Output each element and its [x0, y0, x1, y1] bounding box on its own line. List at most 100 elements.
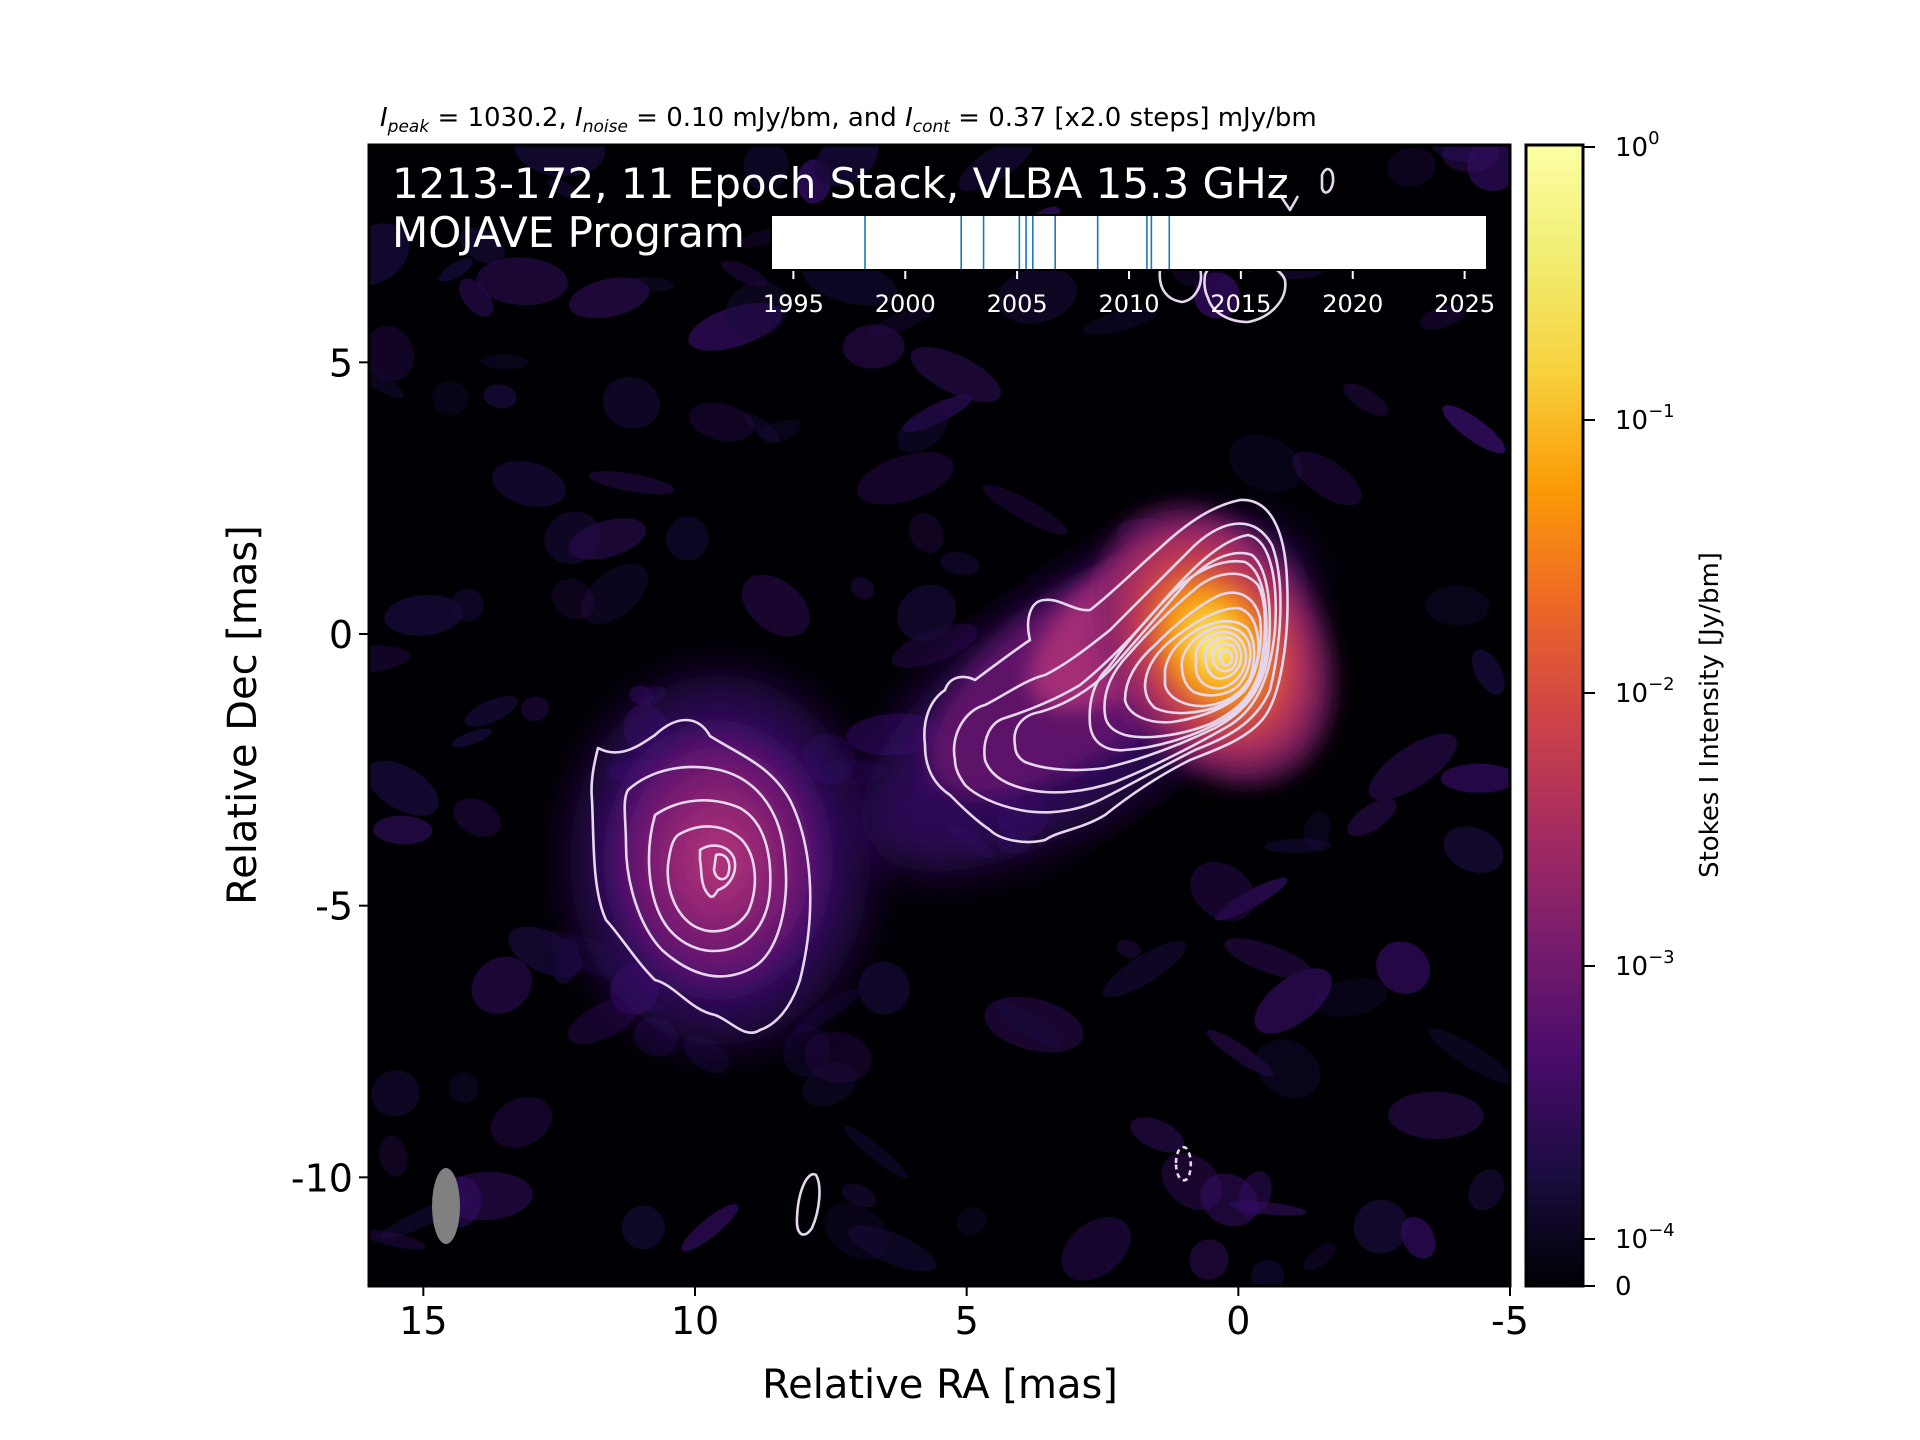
epoch-tick-label: 2020 [1322, 290, 1383, 318]
noise-patch [1429, 145, 1477, 163]
noise-patch [460, 227, 505, 264]
noise-patch [373, 815, 433, 845]
y-tick-label: -5 [315, 885, 353, 929]
noise-patch [1442, 405, 1506, 454]
noise-patch [1238, 1171, 1272, 1217]
noise-patch [602, 377, 661, 429]
colorbar-tick-label: 10−2 [1615, 674, 1675, 709]
noise-patch [384, 594, 463, 636]
noise-patch [1189, 1239, 1229, 1280]
x-axis-label: Relative RA [mas] [762, 1362, 1118, 1408]
core-contour-2 [1123, 591, 1263, 724]
colorbar-tick-label: 10−1 [1615, 401, 1675, 436]
jet-contour-2 [952, 522, 1282, 814]
intensity-map: 1213-172, 11 Epoch Stack, VLBA 15.3 GHz … [369, 145, 1510, 1286]
noise-patch [459, 278, 494, 317]
noise-patch [568, 277, 650, 319]
noise-patch [1082, 307, 1159, 335]
noise-patch [483, 384, 517, 409]
noise-patch [982, 484, 1069, 536]
noise-patch [956, 1206, 987, 1236]
noise-patch [997, 267, 1077, 324]
noise-patch [688, 302, 783, 351]
noise-patch [369, 356, 404, 399]
noise-patch [858, 961, 910, 1015]
x-tick-label: 5 [955, 1299, 979, 1343]
noise-patch [824, 1202, 889, 1260]
noise-patch [814, 145, 879, 187]
noise-patch [479, 354, 529, 370]
epoch-tick-label: 2015 [1210, 290, 1271, 318]
noise-patch [843, 1125, 908, 1179]
y-axis: 5 0 -5 -10 [291, 341, 369, 1200]
top-contour-3 [1320, 167, 1335, 194]
noise-patch [1254, 968, 1332, 1034]
noise-patch [1102, 940, 1187, 998]
core-emission [1093, 504, 1336, 787]
source-annotation: 1213-172, 11 Epoch Stack, VLBA 15.3 GHz [392, 159, 1289, 208]
noise-patch [1468, 1169, 1505, 1211]
noise-patch [369, 645, 410, 673]
lobe-contour-3 [647, 799, 772, 953]
noise-patch [514, 145, 606, 177]
noise-patch [1388, 1091, 1484, 1140]
x-tick-label: -5 [1491, 1299, 1529, 1343]
noise-patch [438, 1171, 533, 1221]
noise-patch [1313, 978, 1388, 1018]
noise-patch [1224, 938, 1314, 980]
noise-patch [666, 516, 709, 561]
noise-patch [1250, 1259, 1284, 1286]
noise-patch [547, 178, 576, 197]
noise-patch [448, 1072, 479, 1103]
epoch-tick-label: 1995 [763, 290, 824, 318]
y-tick-label: 5 [329, 341, 353, 385]
noise-patch [743, 145, 789, 191]
noise-patch [897, 584, 957, 642]
noise-patch [1229, 1201, 1307, 1216]
lobe-contour-2 [623, 765, 788, 978]
noise-patch [744, 413, 780, 443]
noise-patch [1467, 145, 1510, 191]
noise-patch [897, 409, 948, 453]
noise-patch [623, 276, 674, 292]
epoch-tick-label: 2005 [987, 290, 1048, 318]
lobe-contour-6 [712, 853, 731, 881]
program-annotation: MOJAVE Program [392, 208, 745, 257]
colorbar-tick-label: 100 [1615, 128, 1660, 163]
colorbar-tick-label: 0 [1615, 1272, 1632, 1302]
colorbar-label: Stokes I Intensity [Jy/bm] [1695, 552, 1725, 878]
noise-patch [568, 518, 647, 560]
beam-ellipse [432, 1168, 460, 1244]
noise-patch [551, 578, 596, 620]
epoch-inset-ticks: 1995 2000 2005 2010 2015 2020 2025 [763, 271, 1495, 318]
noise-patch [471, 956, 533, 1014]
noise-patch [759, 419, 801, 443]
core-contour-6 [1194, 630, 1248, 690]
noise-patch [1400, 1216, 1436, 1259]
noise-patch [902, 394, 974, 433]
noise-patch [1429, 1028, 1510, 1084]
noise-patch [568, 998, 639, 1044]
noise-patch [379, 1135, 408, 1177]
noise-patch [369, 325, 415, 381]
noise-patch [857, 452, 954, 505]
noise-patch [588, 471, 675, 495]
noise-patch [783, 1025, 830, 1077]
noise-patch [1419, 304, 1466, 330]
noise-patch [689, 402, 754, 442]
noise-patch [795, 988, 860, 1033]
noise-patch [910, 346, 1002, 403]
colorbar-tick-label: 10−4 [1615, 1220, 1675, 1255]
noise-patch [741, 574, 810, 637]
epoch-tick-label: 2010 [1098, 290, 1159, 318]
noise-patch [621, 1205, 666, 1250]
jet-contour-3 [983, 533, 1277, 794]
noise-patch [1443, 826, 1504, 874]
noise-patch [451, 728, 493, 748]
noise-patch [848, 1225, 937, 1272]
noise-patch [866, 307, 934, 338]
negative-contour [1174, 1145, 1193, 1182]
colorbar-tick-label: 10−3 [1615, 947, 1675, 982]
noise-patch [891, 623, 978, 668]
